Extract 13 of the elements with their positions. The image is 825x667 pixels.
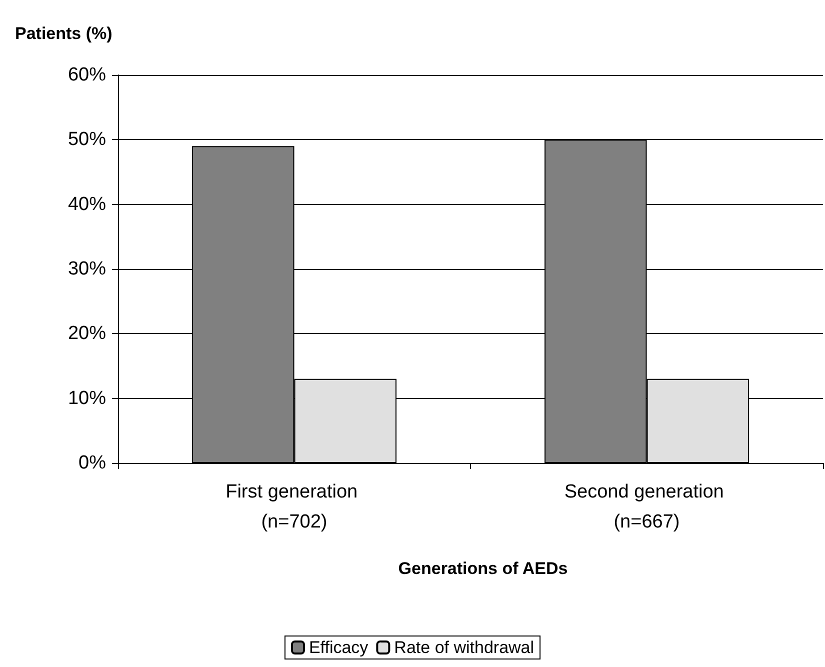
y-tick-label: 60% [68,64,106,86]
y-tick-label: 40% [68,194,106,215]
x-axis-title: Generations of AEDs [398,559,568,578]
y-tick-label: 10% [68,388,106,409]
y-tick-label: 30% [68,258,106,280]
y-tick-label: 50% [68,129,106,150]
legend-label: Rate of withdrawal [394,638,534,657]
x-tick-label: Second generation (n=667) [564,482,730,532]
legend-label: Efficacy [308,638,369,657]
y-tick-label: 0% [78,452,106,474]
x-tick-label: First generation (n=702) [226,482,363,532]
y-tick-label: 20% [68,323,106,344]
y-axis-title: Patients (%) [15,24,112,43]
